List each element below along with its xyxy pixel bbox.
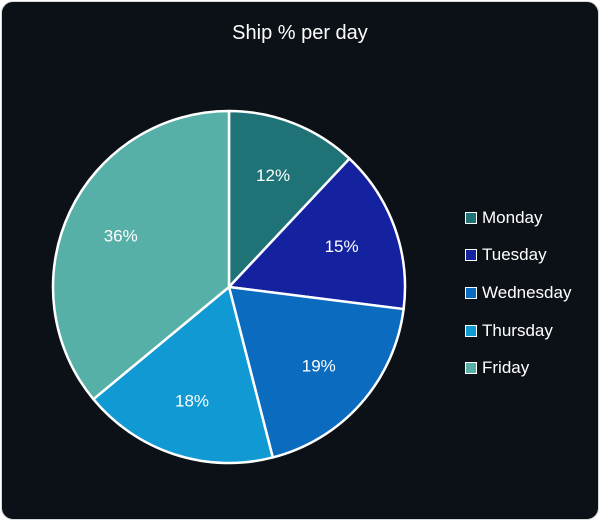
legend-item-monday: Monday <box>465 199 571 237</box>
legend-label-wednesday: Wednesday <box>482 282 572 302</box>
chart-title: Ship % per day <box>232 22 368 44</box>
legend-label-thursday: Thursday <box>482 320 553 340</box>
pie-slices <box>51 109 407 465</box>
data-label-friday: 36% <box>104 227 138 246</box>
pie-data-labels: 12% 15% 19% 18% 36% <box>104 166 359 410</box>
data-label-thursday: 18% <box>175 391 209 410</box>
legend-swatch-tuesday <box>465 249 477 262</box>
legend-swatch-wednesday <box>465 286 477 299</box>
legend-item-thursday: Thursday <box>465 312 571 350</box>
pie-slice-tuesday <box>227 157 407 311</box>
legend-label-tuesday: Tuesday <box>482 245 547 265</box>
pie-slice-friday <box>51 109 231 401</box>
legend-label-friday: Friday <box>482 358 530 378</box>
legend-swatch-friday <box>465 362 477 375</box>
pie-slice-wednesday <box>227 285 405 459</box>
pie-slice-monday <box>227 109 351 289</box>
legend: Monday Tuesday Wednesday Thursday Friday <box>465 199 571 387</box>
data-label-tuesday: 15% <box>325 237 359 256</box>
legend-item-friday: Friday <box>465 349 571 387</box>
legend-swatch-monday <box>465 211 477 224</box>
data-label-monday: 12% <box>256 166 290 185</box>
legend-item-tuesday: Tuesday <box>465 237 571 275</box>
legend-item-wednesday: Wednesday <box>465 274 571 312</box>
pie-slice-thursday <box>92 285 275 465</box>
legend-swatch-thursday <box>465 324 477 337</box>
data-label-wednesday: 19% <box>302 357 336 376</box>
legend-label-monday: Monday <box>482 207 543 227</box>
